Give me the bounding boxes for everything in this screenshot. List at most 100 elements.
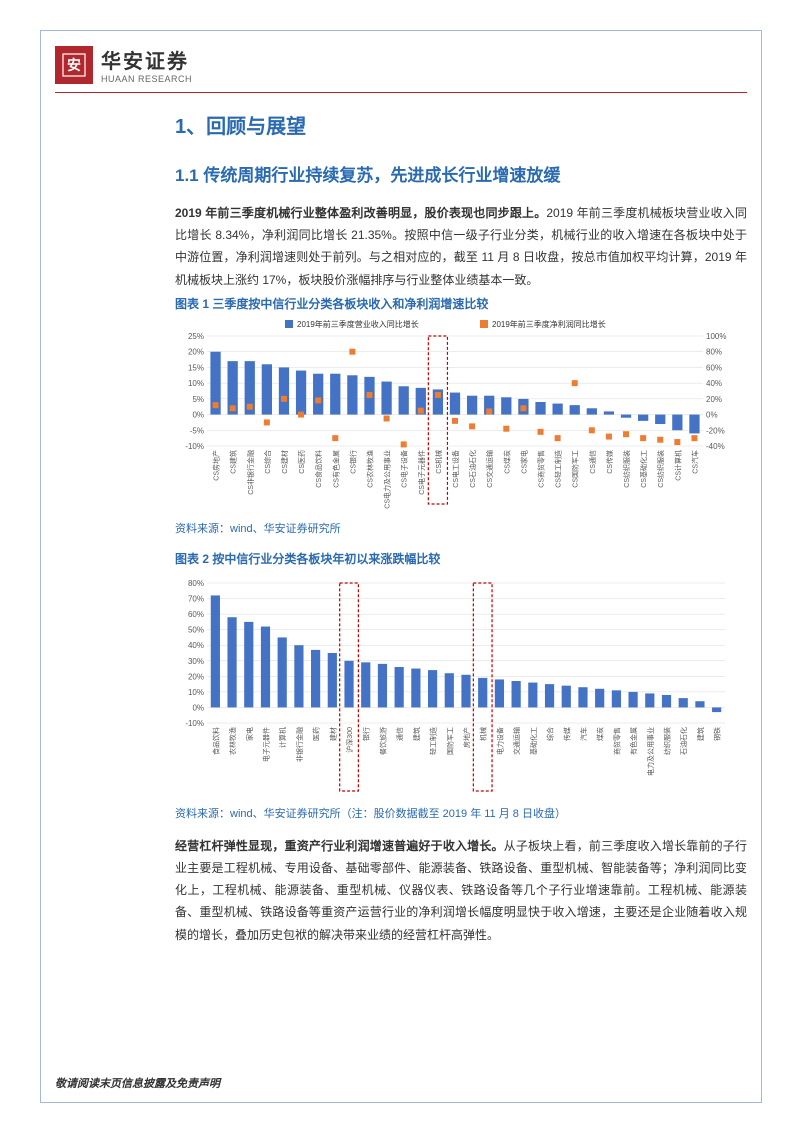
svg-text:煤炭: 煤炭 <box>596 727 605 741</box>
chart1-title: 图表 1 三季度按中信行业分类各板块收入和净利润增速比较 <box>175 295 747 312</box>
svg-text:CS石油石化: CS石油石化 <box>468 450 477 488</box>
svg-text:电力及公用事业: 电力及公用事业 <box>646 727 655 776</box>
svg-text:CS商贸零售: CS商贸零售 <box>537 450 546 488</box>
svg-text:CS有色金属: CS有色金属 <box>331 450 340 488</box>
svg-text:建筑: 建筑 <box>412 727 421 741</box>
svg-text:-10%: -10% <box>185 719 204 728</box>
svg-text:60%: 60% <box>706 363 722 372</box>
svg-text:电力设备: 电力设备 <box>495 727 504 755</box>
heading-2: 1.1 传统周期行业持续复苏，先进成长行业增速放缓 <box>175 161 747 186</box>
svg-text:安: 安 <box>67 57 81 74</box>
svg-text:CS医药: CS医药 <box>297 450 306 474</box>
svg-text:CS农林牧渔: CS农林牧渔 <box>365 450 374 488</box>
chart1-source: 资料来源：wind、华安证券研究所 <box>175 520 747 536</box>
chart1-svg: 2019年前三季度营业收入同比增长 2019年前三季度净利润同比增长 -10% -5%… <box>175 316 735 516</box>
svg-text:通信: 通信 <box>395 727 404 741</box>
svg-text:CS电工设备: CS电工设备 <box>451 450 460 488</box>
svg-text:CS房地产: CS房地产 <box>212 450 221 481</box>
svg-text:CS基础化工: CS基础化工 <box>639 450 648 488</box>
svg-text:有色金属: 有色金属 <box>629 727 638 755</box>
svg-text:传媒: 传媒 <box>562 727 571 741</box>
brand-block: 华安证券 HUAAN RESEARCH <box>101 45 192 84</box>
svg-text:石油石化: 石油石化 <box>679 727 688 755</box>
svg-text:CS传媒: CS传媒 <box>605 450 614 474</box>
svg-text:CS食品饮料: CS食品饮料 <box>314 450 323 488</box>
svg-text:10%: 10% <box>188 379 204 388</box>
svg-text:农林牧渔: 农林牧渔 <box>228 727 237 755</box>
svg-text:CS国防军工: CS国防军工 <box>571 450 580 488</box>
svg-text:0%: 0% <box>192 410 204 419</box>
svg-text:CS交通运输: CS交通运输 <box>485 450 494 488</box>
svg-text:CS通信: CS通信 <box>588 450 597 474</box>
svg-text:CS电子元器件: CS电子元器件 <box>417 450 426 495</box>
chart2-title: 图表 2 按中信行业分类各板块年初以来涨跌幅比较 <box>175 550 747 567</box>
svg-text:2019年前三季度营业收入同比增长: 2019年前三季度营业收入同比增长 <box>297 319 419 329</box>
svg-text:建筑: 建筑 <box>696 727 705 741</box>
footer-disclaimer: 敬请阅读末页信息披露及免责声明 <box>55 1075 220 1091</box>
logo-icon: 安 <box>55 46 93 84</box>
svg-text:2019年前三季度净利润同比增长: 2019年前三季度净利润同比增长 <box>492 319 606 329</box>
svg-text:钢铁: 钢铁 <box>713 727 722 741</box>
svg-text:CS煤炭: CS煤炭 <box>502 450 511 474</box>
svg-text:建材: 建材 <box>328 727 337 741</box>
svg-text:电子元器件: 电子元器件 <box>261 727 270 762</box>
svg-text:房地产: 房地产 <box>462 727 471 748</box>
svg-text:CS家电: CS家电 <box>519 450 528 474</box>
paragraph-1: 2019 年前三季度机械行业整体盈利改善明显，股价表现也同步跟上。2019 年前… <box>175 202 747 291</box>
svg-text:30%: 30% <box>188 657 204 666</box>
svg-text:80%: 80% <box>706 347 722 356</box>
svg-text:-5%: -5% <box>190 426 204 435</box>
svg-text:餐饮旅游: 餐饮旅游 <box>378 727 387 755</box>
svg-text:20%: 20% <box>188 347 204 356</box>
brand-en: HUAAN RESEARCH <box>101 74 192 84</box>
svg-text:CS纺织服装: CS纺织服装 <box>656 450 665 488</box>
svg-text:医药: 医药 <box>312 727 321 741</box>
svg-text:CS非银行金融: CS非银行金融 <box>246 450 255 495</box>
header: 安 华安证券 HUAAN RESEARCH <box>55 45 192 84</box>
svg-text:CS轻工制造: CS轻工制造 <box>554 450 563 488</box>
svg-text:CS电力及公用事业: CS电力及公用事业 <box>383 450 392 509</box>
header-divider <box>55 92 747 93</box>
svg-text:银行: 银行 <box>362 727 371 741</box>
svg-text:60%: 60% <box>188 610 204 619</box>
svg-text:汽车: 汽车 <box>579 727 588 741</box>
svg-text:40%: 40% <box>188 641 204 650</box>
svg-text:0%: 0% <box>706 410 718 419</box>
svg-text:70%: 70% <box>188 594 204 603</box>
svg-text:CS汽车: CS汽车 <box>690 450 699 474</box>
svg-text:国防军工: 国防军工 <box>445 727 454 755</box>
svg-text:非银行金融: 非银行金融 <box>295 727 304 762</box>
svg-text:计算机: 计算机 <box>278 727 287 748</box>
svg-text:沪深300: 沪深300 <box>345 727 354 753</box>
p1-bold: 2019 年前三季度机械行业整体盈利改善明显，股价表现也同步跟上。 <box>175 206 546 220</box>
svg-text:CS建材: CS建材 <box>280 450 289 474</box>
svg-text:综合: 综合 <box>546 727 555 741</box>
chart2-source: 资料来源：wind、华安证券研究所（注：股价数据截至 2019 年 11 月 8… <box>175 805 747 821</box>
brand-cn: 华安证券 <box>101 45 192 74</box>
svg-text:CS建筑: CS建筑 <box>229 450 238 474</box>
svg-text:基础化工: 基础化工 <box>529 727 538 755</box>
chart1: 2019年前三季度营业收入同比增长 2019年前三季度净利润同比增长 -10% -5%… <box>175 316 747 516</box>
svg-text:机械: 机械 <box>479 727 488 741</box>
svg-text:CS银行: CS银行 <box>348 450 357 474</box>
svg-text:-40%: -40% <box>706 442 725 451</box>
svg-text:0%: 0% <box>192 703 204 712</box>
svg-text:25%: 25% <box>188 332 204 341</box>
svg-text:食品饮料: 食品饮料 <box>211 727 220 755</box>
svg-text:15%: 15% <box>188 363 204 372</box>
svg-text:商贸零售: 商贸零售 <box>612 727 621 755</box>
chart2-svg: -10%0%10%20%30%40%50%60%70%80%食品饮料农林牧渔家电… <box>175 571 735 801</box>
svg-text:10%: 10% <box>188 688 204 697</box>
svg-text:CS综合: CS综合 <box>263 450 272 474</box>
paragraph-2: 经营杠杆弹性显现，重资产行业利润增速普遍好于收入增长。从子板块上看，前三季度收入… <box>175 835 747 946</box>
heading-1: 1、回顾与展望 <box>175 110 747 139</box>
svg-text:-10%: -10% <box>185 442 204 451</box>
svg-text:轻工制造: 轻工制造 <box>429 727 438 755</box>
svg-text:CS计算机: CS计算机 <box>673 450 682 481</box>
svg-text:80%: 80% <box>188 579 204 588</box>
svg-text:CS电子设备: CS电子设备 <box>400 450 409 488</box>
svg-text:家电: 家电 <box>245 727 254 741</box>
svg-text:纺织服装: 纺织服装 <box>663 727 672 755</box>
svg-text:100%: 100% <box>706 332 726 341</box>
svg-text:CS纺织服装: CS纺织服装 <box>622 450 631 488</box>
